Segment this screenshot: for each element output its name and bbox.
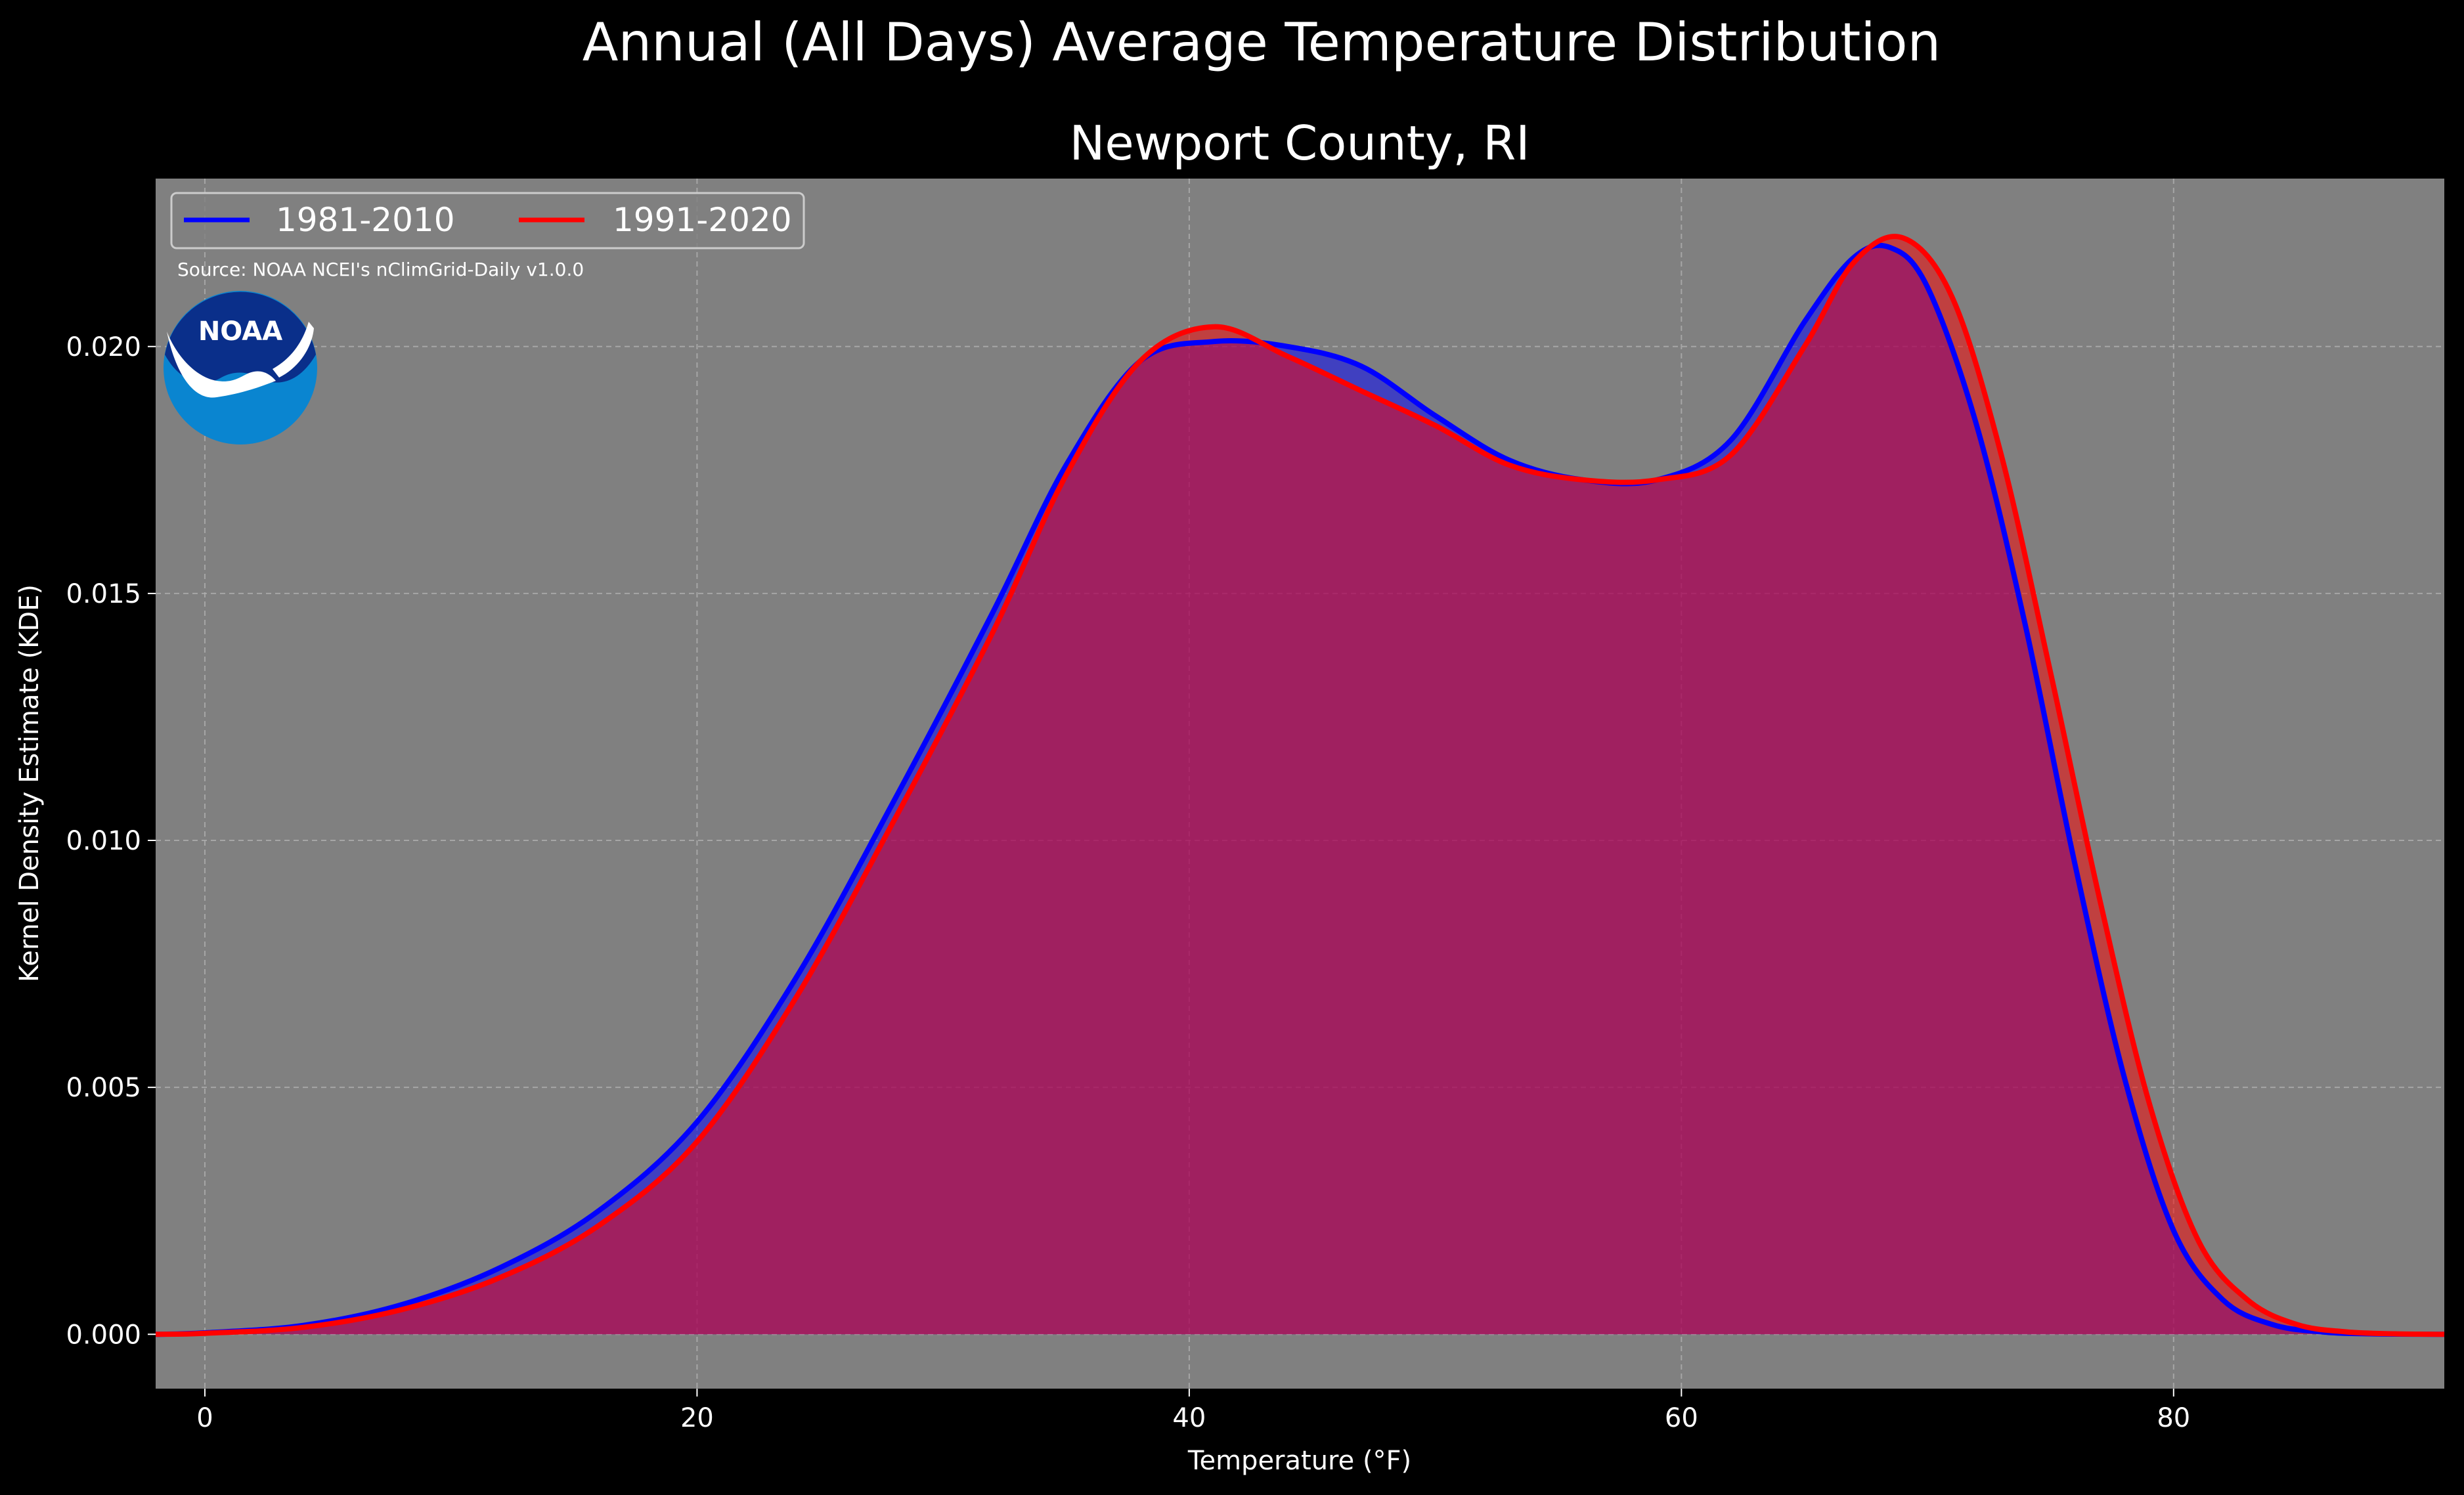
x-tick-label: 80	[2157, 1403, 2190, 1433]
legend: 1981-2010 1991-2020	[170, 192, 805, 249]
series-lines	[155, 234, 2445, 1337]
legend-box	[170, 192, 805, 249]
source-annotation: Source: NOAA NCEI's nClimGrid-Daily v1.0…	[177, 259, 584, 280]
series-line-1991-2020	[155, 234, 2445, 1337]
area-fill-1991-2020	[156, 236, 2444, 1335]
y-axis-label: Kernel Density Estimate (KDE)	[14, 584, 45, 982]
y-tick-label: 0.000	[66, 1320, 141, 1350]
series-fills	[156, 236, 2444, 1335]
chart-title: Annual (All Days) Average Temperature Di…	[583, 12, 1941, 73]
y-tick-label: 0.005	[66, 1073, 141, 1103]
x-tick-label: 60	[1665, 1403, 1698, 1433]
x-tick-label: 20	[680, 1403, 714, 1433]
legend-label-1981-2010: 1981-2010	[276, 201, 455, 239]
noaa-logo-icon: NOAA	[164, 291, 317, 444]
y-tick-label: 0.020	[66, 332, 141, 362]
y-tick-label: 0.015	[66, 579, 141, 609]
x-tick-label: 0	[196, 1403, 213, 1433]
axis-ticks: 0 20 40 60 80 0.000 0.005 0.010 0.015 0.020	[66, 332, 2190, 1433]
x-axis-label: Temperature (°F)	[1187, 1446, 1411, 1476]
legend-label-1991-2020: 1991-2020	[613, 201, 792, 239]
logo-text: NOAA	[198, 316, 282, 347]
chart-subtitle: Newport County, RI	[1070, 116, 1530, 171]
x-tick-label: 40	[1172, 1403, 1206, 1433]
y-tick-label: 0.010	[66, 826, 141, 856]
series-line-1981-2010	[155, 242, 2445, 1337]
